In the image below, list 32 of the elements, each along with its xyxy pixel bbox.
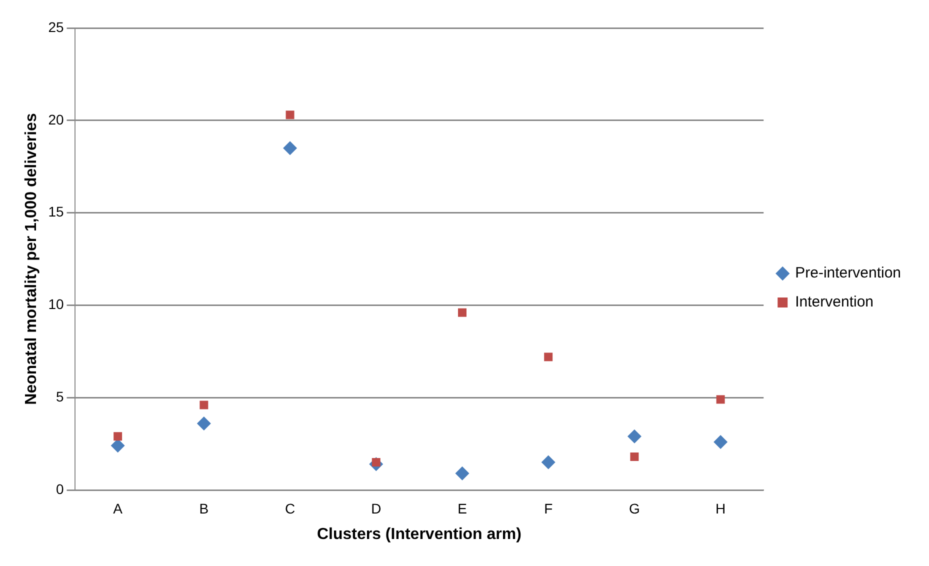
y-tick-label: 0 [56,480,64,497]
x-tick-label: B [199,500,209,516]
y-tick-label: 20 [48,111,64,128]
point [716,395,725,404]
point [286,110,294,120]
legend-label: Pre-intervention [795,264,902,282]
x-tick-label: F [544,500,553,516]
x-tick-label: A [113,500,124,516]
y-tick-label: 5 [56,388,64,404]
point [110,438,125,453]
point [455,466,470,480]
point [541,455,556,470]
point [627,429,642,444]
x-tick-label: D [371,500,382,516]
point [200,400,208,410]
point [196,416,211,430]
point [283,141,298,156]
point [544,352,553,362]
legend-label: Intervention [795,294,874,311]
point [714,434,728,449]
point [458,308,466,317]
y-tick-label: 15 [48,204,64,220]
y-tick-label: 25 [48,18,64,35]
x-tick-label: E [458,500,467,516]
y-tick-label: 10 [48,296,64,312]
x-tick-label: H [716,500,726,516]
x-tick-label: G [629,500,640,516]
y-axis-title: Neonatal mortality per 1,000 deliveries [23,113,40,405]
x-tick-label: C [284,500,296,516]
point [630,452,639,461]
x-axis-title: Clusters (Intervention arm) [316,526,522,543]
point [114,432,122,441]
